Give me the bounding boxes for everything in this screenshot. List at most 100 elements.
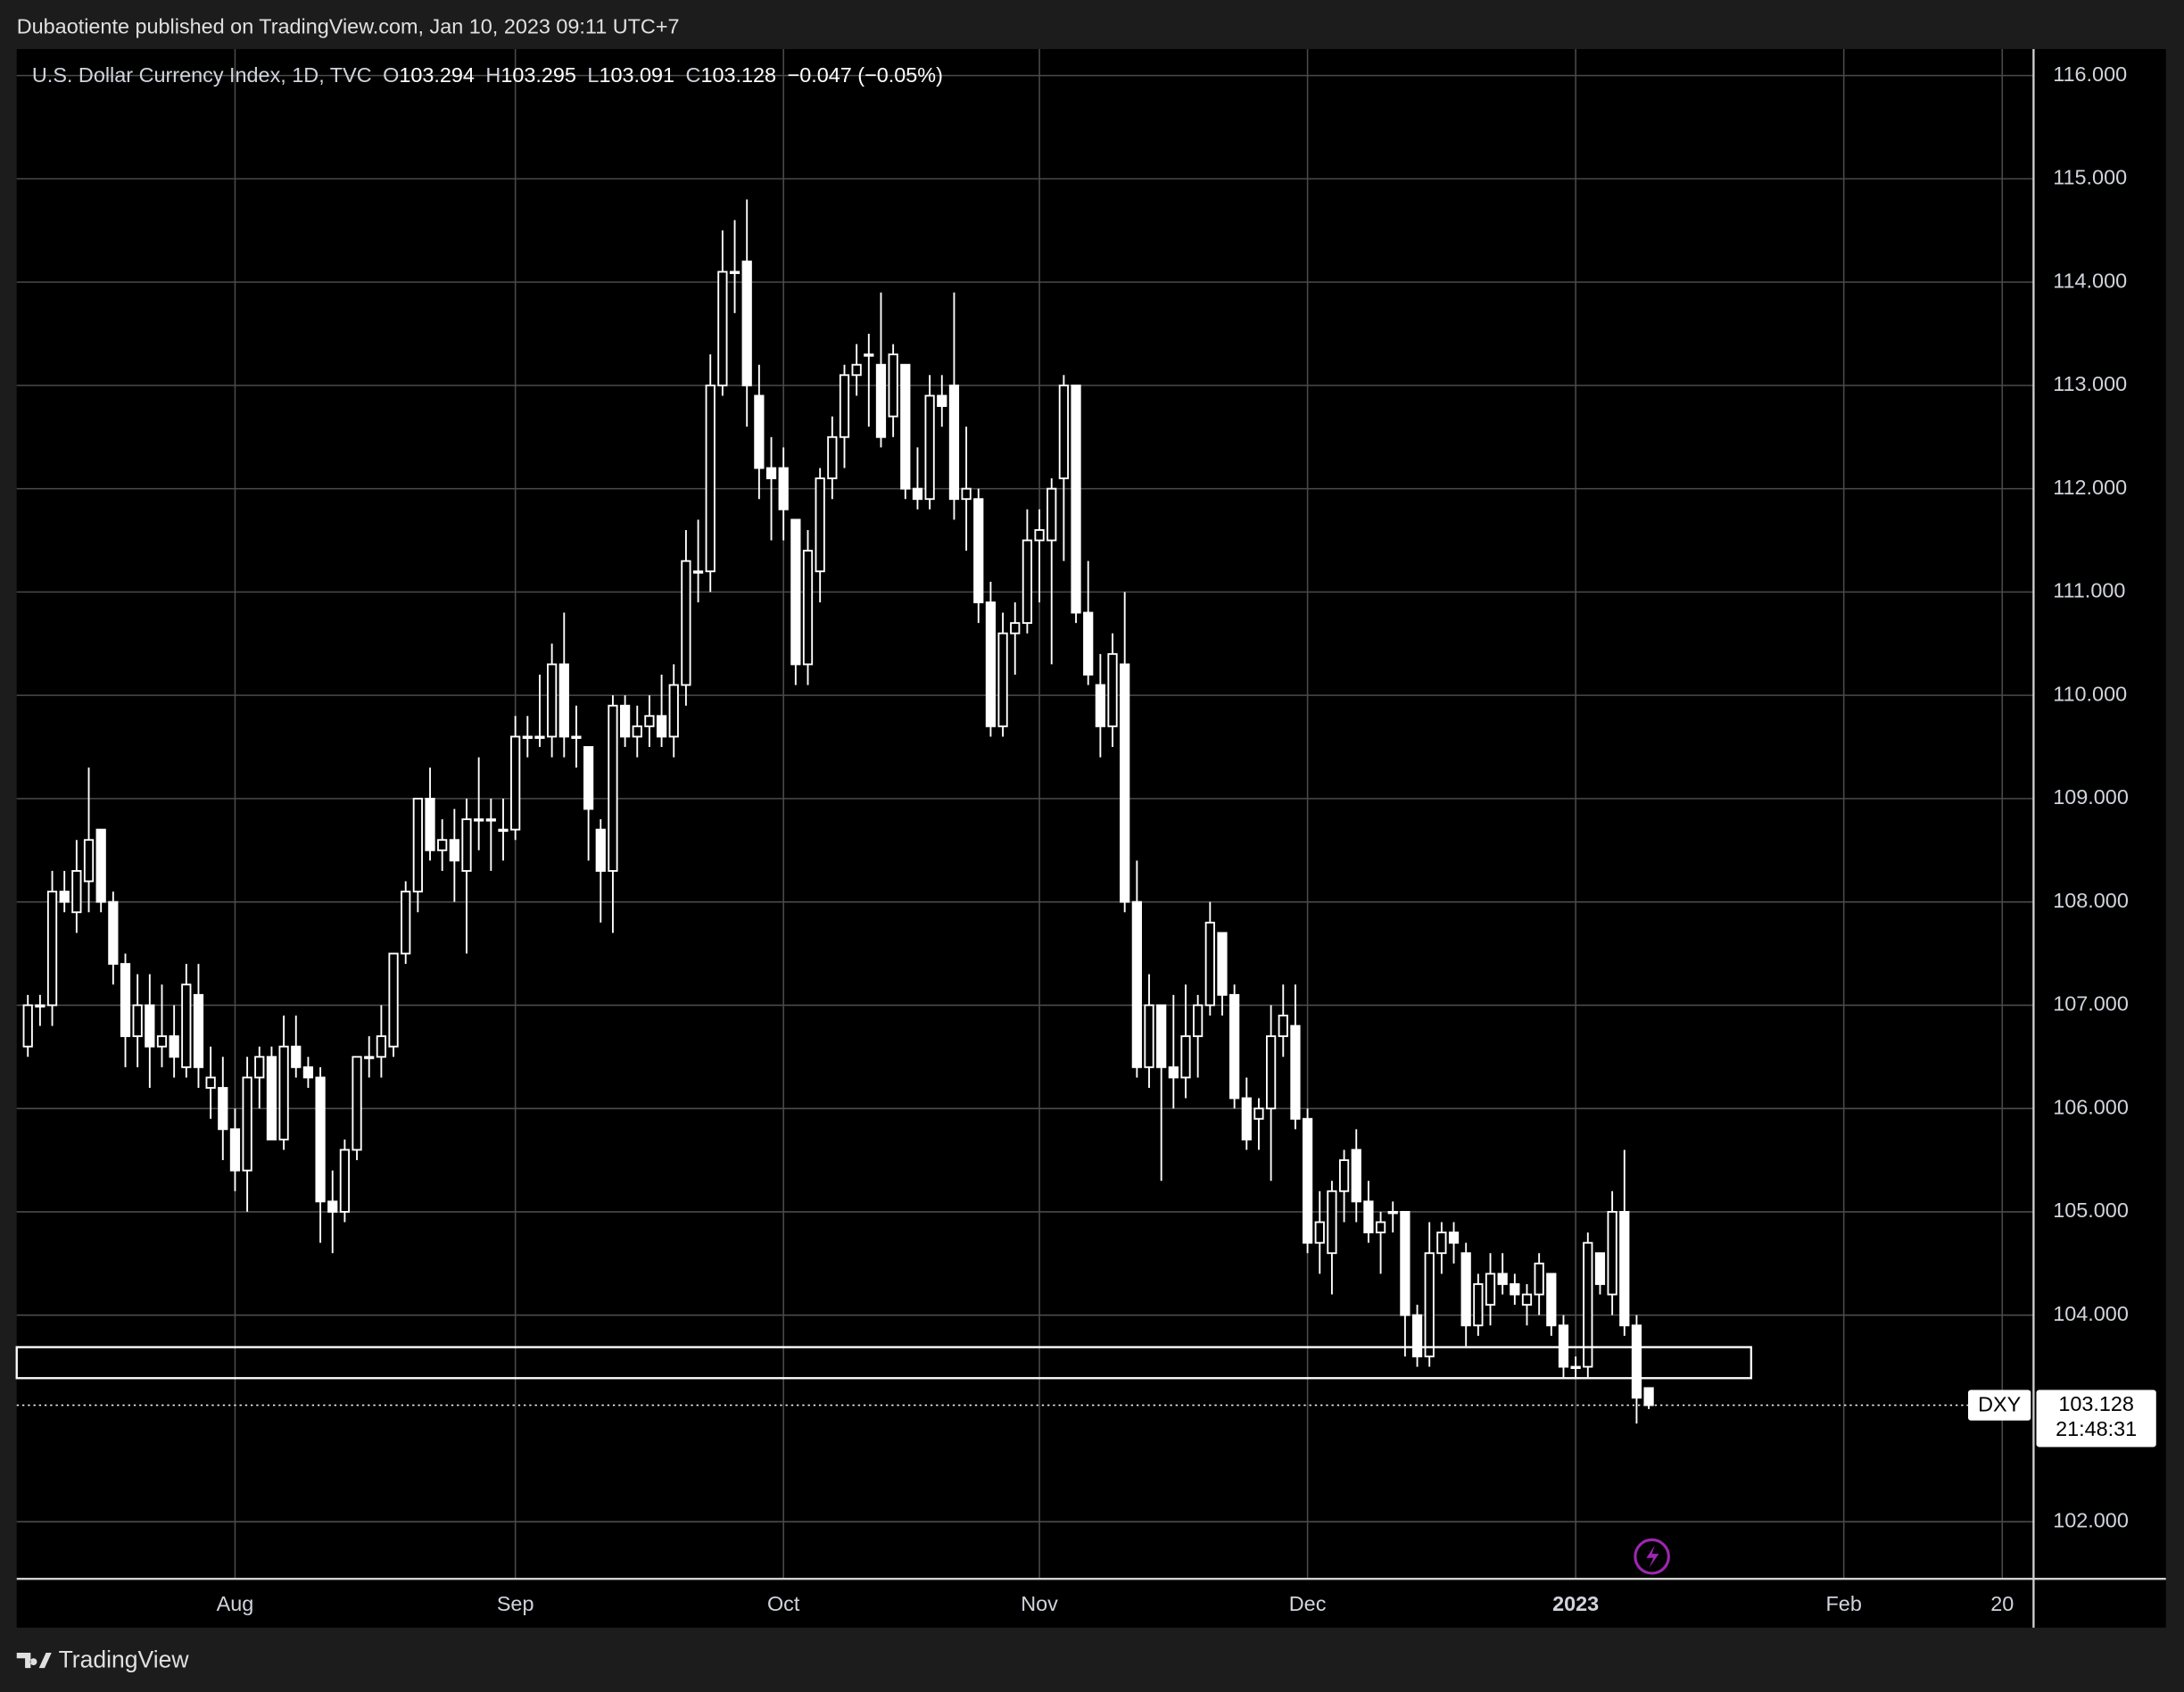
candle-body	[315, 1076, 326, 1203]
legend-change: −0.047 (−0.05%)	[788, 63, 943, 87]
candle-body	[558, 663, 569, 738]
candle-body	[1583, 1241, 1593, 1368]
candle-body	[205, 1076, 216, 1089]
candle-body	[95, 828, 106, 903]
published-line: Dubaotiente published on TradingView.com…	[17, 15, 680, 38]
candle-body	[1594, 1252, 1606, 1285]
candle-body	[692, 570, 704, 574]
candle-body	[985, 601, 997, 727]
candle-body	[193, 993, 204, 1068]
candle-body	[1363, 1200, 1374, 1234]
y-tick-label: 114.000	[2053, 269, 2127, 292]
candle-body	[461, 818, 472, 872]
legend-ohlc-key: O	[383, 63, 399, 87]
candle-body	[302, 1066, 314, 1079]
candle-body	[229, 1128, 241, 1172]
replay-icon[interactable]	[1634, 1538, 1670, 1575]
footer-logo	[16, 1652, 52, 1669]
candle-body	[608, 704, 618, 872]
candle-body	[278, 1045, 289, 1140]
candle-body	[1034, 529, 1045, 542]
candle-body	[717, 270, 728, 386]
legend-ohlc-value: 103.128	[700, 63, 776, 87]
candle-body	[254, 1056, 265, 1079]
candle-body	[961, 487, 972, 501]
candle-body	[778, 467, 789, 510]
candle-body	[547, 663, 558, 738]
candle-body	[815, 477, 825, 573]
candle-body	[327, 1200, 338, 1213]
candle-body	[827, 435, 838, 479]
candle-body	[242, 1076, 252, 1172]
candle-body	[997, 632, 1008, 727]
legend-ohlc-key: C	[686, 63, 701, 87]
candle-body	[1424, 1252, 1435, 1357]
candle-body	[534, 735, 545, 739]
x-tick-label: Nov	[1021, 1592, 1058, 1615]
chart-background	[16, 48, 2166, 1628]
candle-body	[218, 1087, 228, 1131]
candle-body	[741, 261, 752, 386]
x-tick-label: Dec	[1289, 1592, 1327, 1615]
candle-body	[1460, 1252, 1471, 1327]
candle-body	[1010, 622, 1021, 634]
x-tick-label: Feb	[1826, 1592, 1862, 1615]
candle-body	[1241, 1097, 1252, 1140]
candle-body	[46, 891, 58, 1007]
candle-body	[1046, 487, 1057, 542]
candle-body	[924, 394, 935, 501]
candle-body	[1302, 1117, 1313, 1244]
candle-body	[1131, 900, 1142, 1068]
icon-bolt[interactable]	[1646, 1545, 1659, 1568]
countdown-label: 21:48:31	[2056, 1417, 2137, 1440]
candle-body	[22, 1004, 33, 1048]
candle-body	[1058, 384, 1070, 479]
candle-body	[729, 270, 740, 275]
candle-body	[1436, 1232, 1447, 1255]
candle-body	[156, 1035, 168, 1048]
candle-body	[973, 498, 984, 603]
candle-body	[1327, 1190, 1337, 1255]
logo-mark	[16, 1652, 52, 1669]
candle-body	[1265, 1035, 1277, 1110]
candle-body	[339, 1149, 351, 1213]
candle-body	[510, 735, 521, 831]
candle-body	[632, 725, 642, 738]
candle-body	[376, 1035, 387, 1058]
legend-ohlc-value: 103.091	[599, 63, 674, 87]
candle-body	[1022, 539, 1033, 625]
candle-body	[1107, 652, 1118, 727]
candle-body	[790, 518, 801, 666]
candle-body	[1120, 663, 1130, 903]
candle-body	[1375, 1221, 1386, 1234]
candle-body	[1217, 932, 1228, 996]
candle-body	[412, 797, 423, 893]
candle-body	[1485, 1273, 1496, 1306]
x-tick-label: Sep	[497, 1592, 534, 1615]
y-tick-label: 110.000	[2053, 682, 2127, 705]
legend-ohlc-value: 103.295	[500, 63, 576, 87]
candle-body	[619, 704, 631, 738]
candle-body	[1387, 1210, 1398, 1215]
candle-body	[1314, 1221, 1325, 1244]
icon-circle[interactable]	[1634, 1538, 1670, 1575]
symbol-box	[1968, 1389, 2031, 1421]
candle-body	[1229, 993, 1240, 1099]
candle-body	[181, 983, 192, 1068]
legend-ohlc-value: 103.294	[399, 63, 475, 87]
y-tick-label: 105.000	[2053, 1198, 2129, 1222]
candle-body	[802, 550, 814, 666]
candle-body	[1534, 1262, 1544, 1296]
candle-body	[291, 1045, 302, 1068]
plot	[15, 199, 2034, 1424]
y-tick-label: 112.000	[2053, 476, 2127, 499]
candle-body	[1497, 1273, 1508, 1285]
y-tick-label: 111.000	[2053, 579, 2125, 602]
candle-body	[485, 818, 496, 822]
y-tick-label: 104.000	[2053, 1302, 2129, 1325]
x-tick-label: 2023	[1552, 1592, 1599, 1615]
legend-ohlc-key: H	[485, 63, 500, 87]
candle-body	[765, 467, 777, 479]
candle-body	[108, 900, 119, 966]
candle-body	[522, 735, 533, 739]
